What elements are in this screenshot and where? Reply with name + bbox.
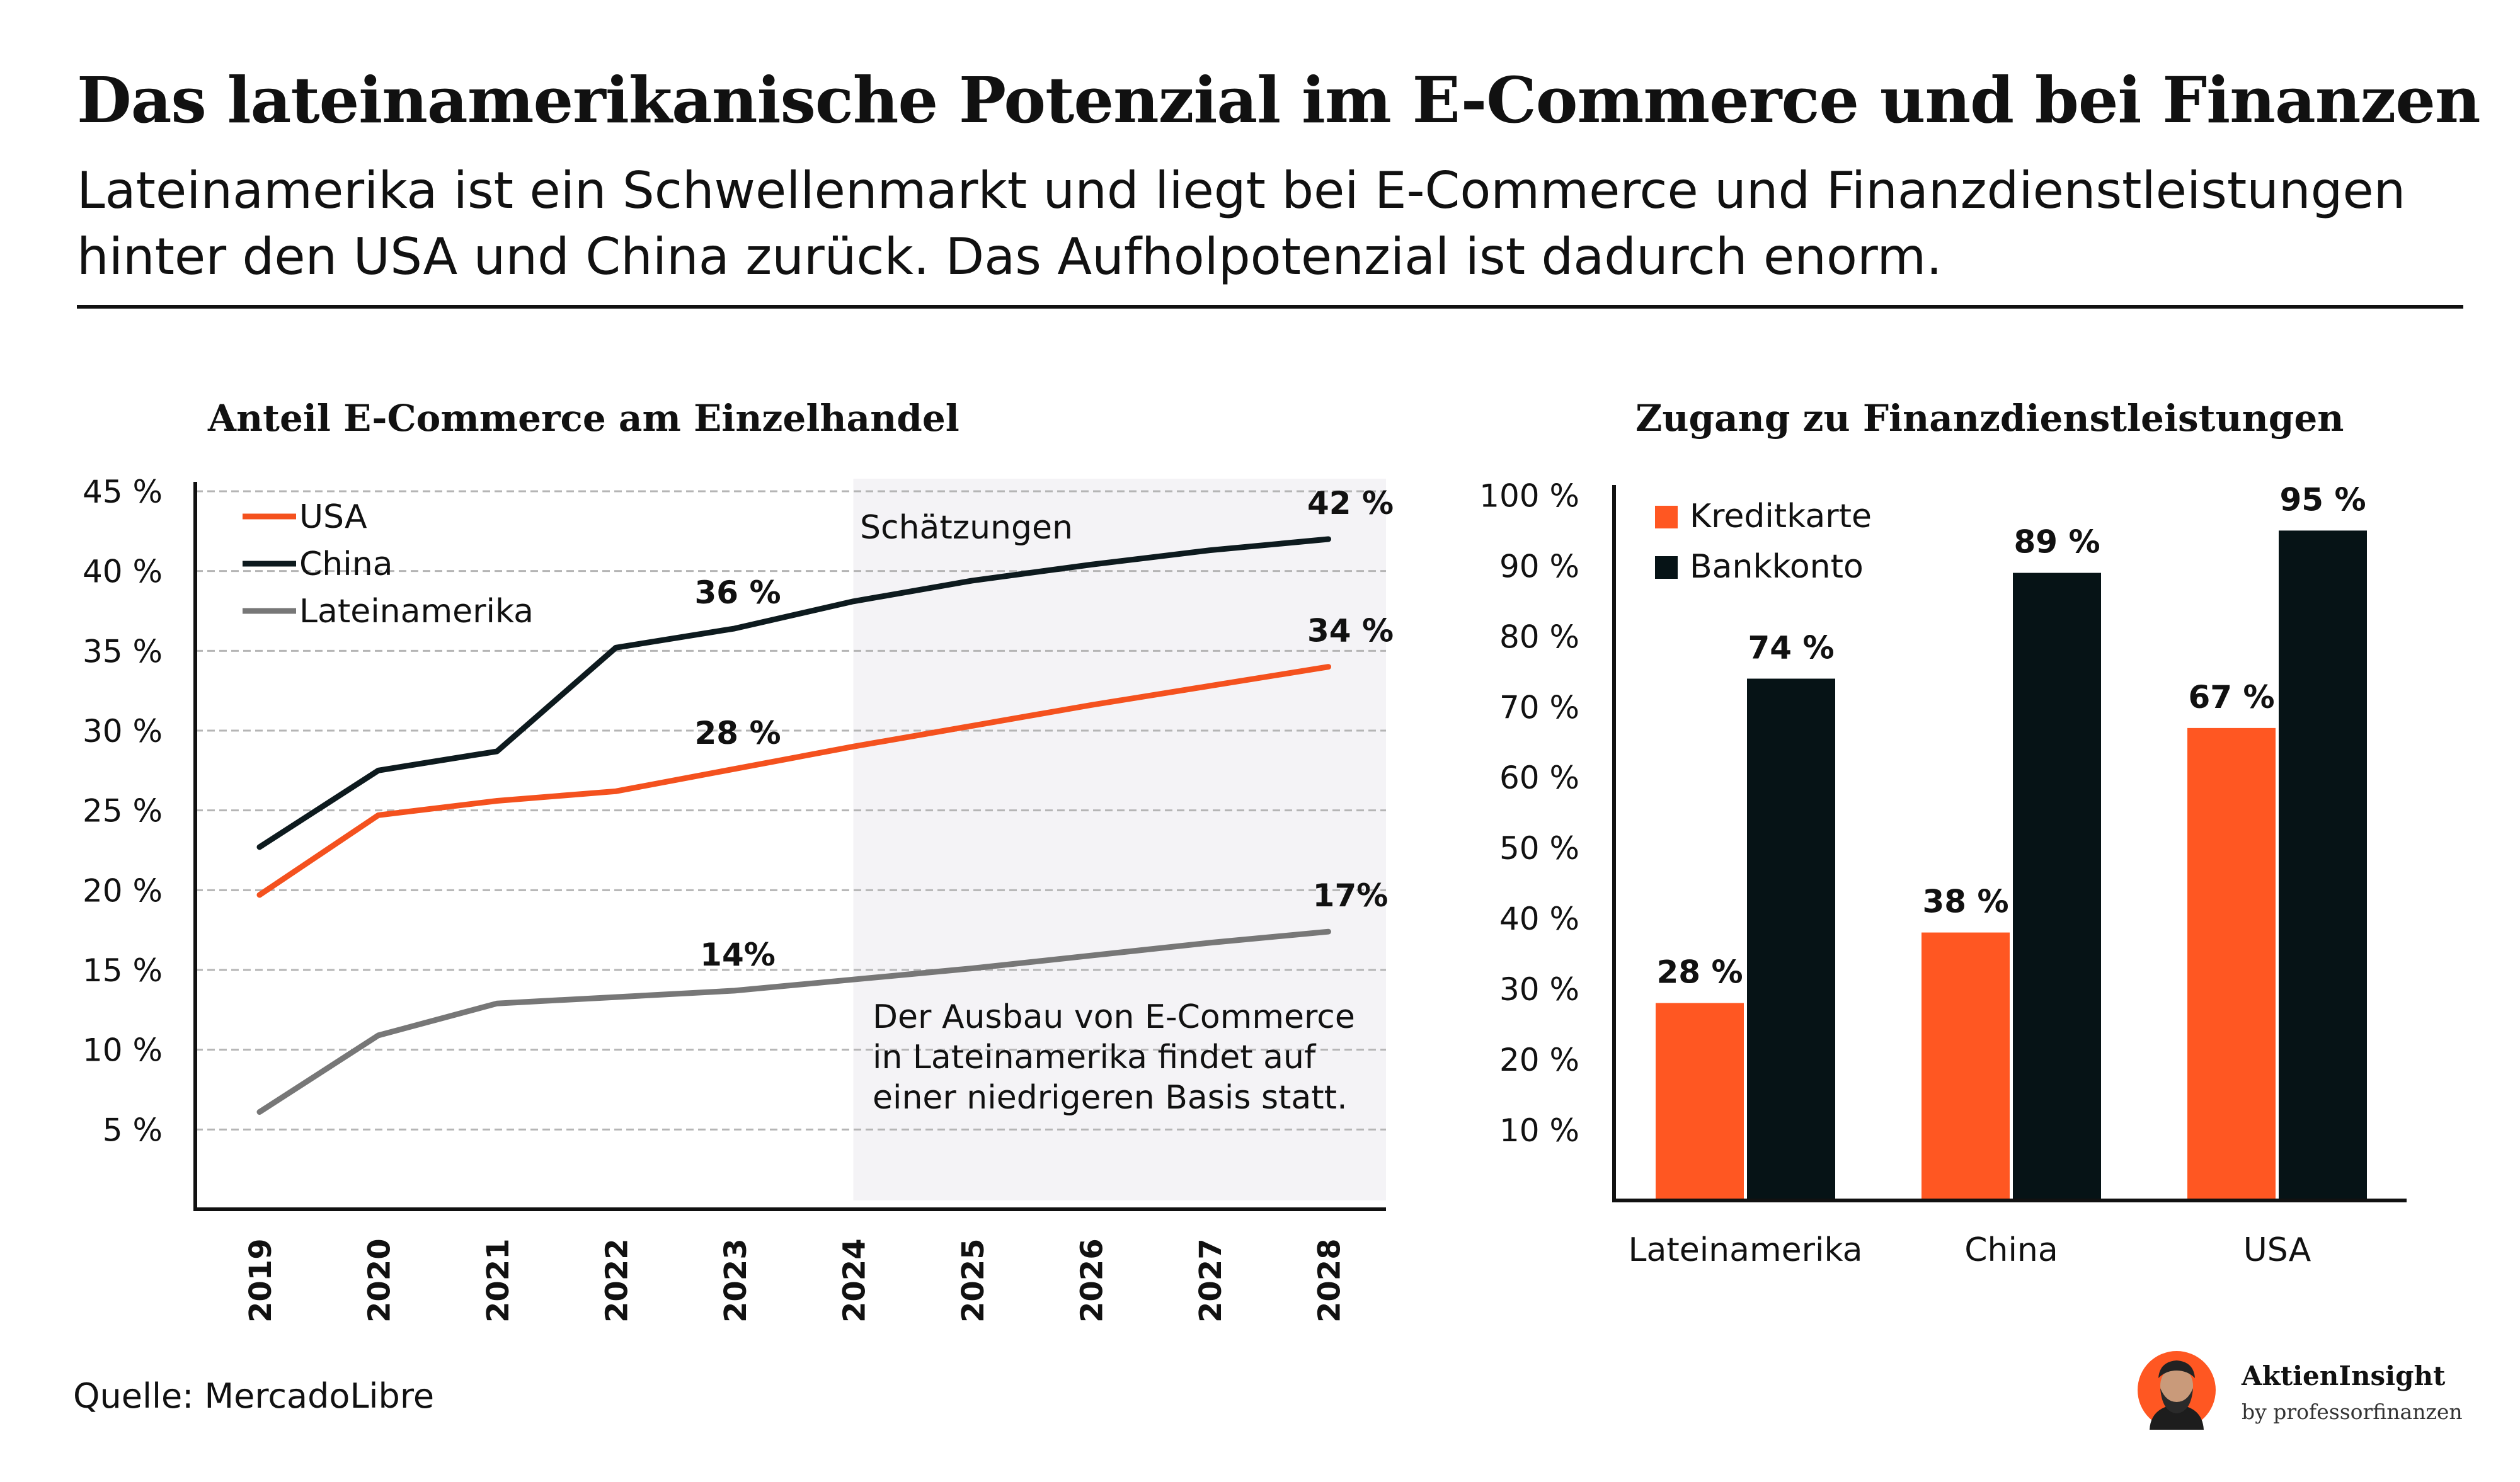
- x-tick-label: 2019: [243, 1238, 278, 1323]
- bar-bankkonto-china: [2013, 573, 2101, 1200]
- x-tick-label: 2025: [956, 1238, 991, 1323]
- y-tick-label: 35 %: [83, 633, 163, 670]
- bar-kreditkarte-china: [1922, 932, 2010, 1200]
- subtitle-line-2: hinter den USA und China zurück. Das Auf…: [77, 227, 1942, 286]
- legend-label-china: China: [299, 545, 393, 583]
- page-subtitle: Lateinamerika ist ein Schwellenmarkt und…: [77, 157, 2471, 290]
- y-tick-label: 5 %: [103, 1112, 163, 1148]
- bar-kreditkarte-usa: [2187, 727, 2276, 1200]
- legend-label-kreditkarte: Kreditkarte: [1690, 498, 1872, 535]
- category-label-lateinamerika: Lateinamerika: [1628, 1231, 1862, 1269]
- bar-kreditkarte-lateinamerika: [1656, 1003, 1744, 1200]
- x-tick-label: 2026: [1075, 1238, 1110, 1323]
- y-tick-label: 80 %: [1499, 618, 1579, 655]
- y-tick-label: 90 %: [1499, 548, 1579, 584]
- annotation-lateinamerika-2023: 14%: [700, 937, 776, 973]
- y-tick-label: 30 %: [83, 713, 163, 750]
- series-line-china: [256, 536, 1331, 850]
- legend-label-lateinamerika: Lateinamerika: [299, 593, 534, 630]
- bar-bankkonto-usa: [2279, 530, 2367, 1201]
- annotation-lateinamerika-2028: 17%: [1313, 877, 1389, 914]
- annotation-china-2023: 36 %: [694, 574, 781, 611]
- ecommerce-chart-title: Anteil E-Commerce am Einzelhandel: [208, 397, 959, 440]
- annotation-usa-2023: 28 %: [694, 715, 781, 751]
- x-tick-label: 2024: [837, 1238, 873, 1323]
- x-tick-label: 2020: [362, 1238, 398, 1323]
- x-tick-label: 2022: [600, 1238, 635, 1323]
- chart-note-line: Der Ausbau von E-Commerce: [873, 998, 1355, 1036]
- y-tick-label: 50 %: [1499, 830, 1579, 867]
- subtitle-line-1: Lateinamerika ist ein Schwellenmarkt und…: [77, 161, 2406, 220]
- x-tick-label: 2023: [718, 1238, 753, 1323]
- data-label-kreditkarte-usa: 67 %: [2188, 679, 2274, 715]
- x-tick-label: 2028: [1312, 1238, 1348, 1323]
- chart-note-line: in Lateinamerika findet auf: [873, 1039, 1317, 1076]
- data-label-kreditkarte-lateinamerika: 28 %: [1656, 954, 1743, 991]
- page-title: Das lateinamerikanische Potenzial im E-C…: [77, 63, 2481, 137]
- finance-bar-chart: 10 % 20 % 30 % 40 % 50 % 60 % 70 % 80 % 90 % 100 …: [1479, 477, 2407, 1269]
- y-tick-label: 70 %: [1499, 689, 1579, 726]
- header-divider: [77, 305, 2463, 309]
- person-avatar-icon: [2138, 1351, 2216, 1430]
- series-line-usa: [256, 664, 1331, 898]
- y-tick-label: 20 %: [1499, 1042, 1579, 1078]
- legend-swatch-bankkonto: [1655, 556, 1678, 579]
- y-tick-label: 25 %: [83, 793, 163, 829]
- data-label-bankkonto-china: 89 %: [2013, 524, 2100, 561]
- source-note: Quelle: MercadoLibre: [73, 1376, 435, 1416]
- brand-name: AktienInsight: [2242, 1360, 2446, 1391]
- finance-chart-title: Zugang zu Finanzdienstleistungen: [1635, 397, 2344, 440]
- y-tick-label: 60 %: [1499, 760, 1579, 796]
- x-tick-label: 2027: [1193, 1238, 1228, 1323]
- y-tick-label: 30 %: [1499, 971, 1579, 1008]
- legend-label-usa: USA: [299, 498, 367, 536]
- annotation-china-2028: 42 %: [1307, 485, 1394, 522]
- y-tick-label: 100 %: [1479, 477, 1579, 514]
- legend-label-bankkonto: Bankkonto: [1690, 548, 1864, 586]
- data-label-bankkonto-lateinamerika: 74 %: [1748, 629, 1834, 666]
- data-label-bankkonto-usa: 95 %: [2279, 481, 2366, 518]
- legend-swatch-kreditkarte: [1655, 506, 1678, 528]
- category-label-china: China: [1964, 1231, 2058, 1269]
- data-label-kreditkarte-china: 38 %: [1922, 884, 2008, 920]
- brand-by-line: by professorfinanzen: [2242, 1399, 2463, 1424]
- series-line-lateinamerika: [256, 928, 1331, 1115]
- estimate-label: Schätzungen: [860, 509, 1073, 547]
- y-tick-label: 40 %: [83, 554, 163, 590]
- ecommerce-line-chart: 5 % 10 % 15 % 20 % 25 % 30 % 35 % 40 % 45 % 2019 2…: [83, 474, 1394, 1323]
- y-tick-label: 10 %: [83, 1032, 163, 1069]
- chart-note-line: einer niedrigeren Basis statt.: [873, 1079, 1348, 1117]
- category-label-usa: USA: [2243, 1231, 2311, 1269]
- y-tick-label: 40 %: [1499, 901, 1579, 937]
- y-tick-label: 15 %: [83, 952, 163, 989]
- y-tick-label: 20 %: [83, 872, 163, 909]
- y-tick-label: 45 %: [83, 474, 163, 510]
- estimate-region: [853, 479, 1386, 1200]
- x-tick-label: 2021: [481, 1238, 516, 1323]
- annotation-usa-2028: 34 %: [1307, 613, 1394, 649]
- bar-bankkonto-lateinamerika: [1747, 678, 1835, 1200]
- y-tick-label: 10 %: [1499, 1112, 1579, 1149]
